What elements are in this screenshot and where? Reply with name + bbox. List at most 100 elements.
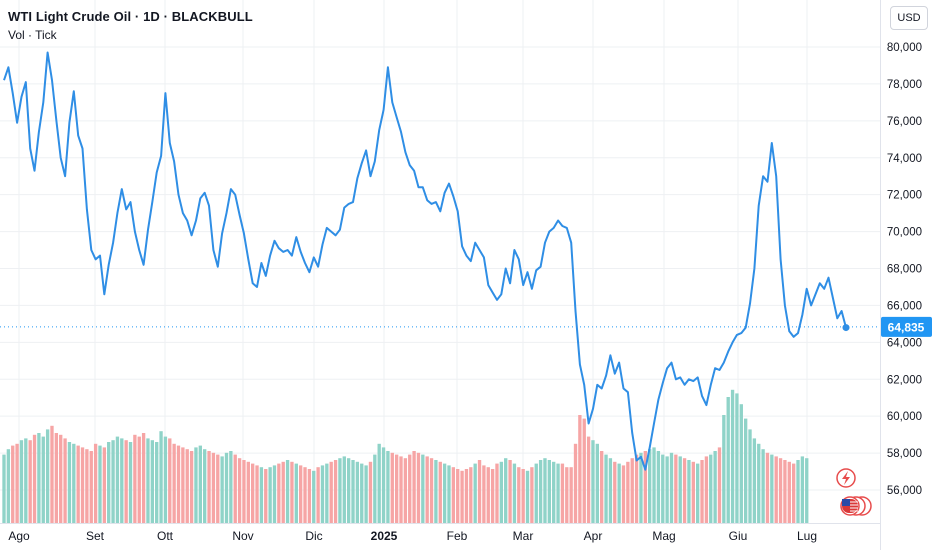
y-tick-label: 64,000 — [887, 337, 922, 349]
price-axis-divider — [880, 0, 881, 550]
volume-bar — [394, 454, 399, 523]
volume-bar — [530, 467, 534, 523]
volume-bar — [364, 465, 368, 523]
volume-bar — [695, 463, 700, 523]
volume-bar — [93, 443, 98, 523]
volume-bar — [748, 429, 752, 523]
volume-bar — [691, 461, 695, 523]
volume-bar — [325, 463, 329, 523]
volume-bar — [770, 454, 774, 523]
volume-bar — [320, 465, 325, 523]
volume-bar — [303, 467, 307, 523]
volume-bar — [626, 461, 630, 523]
y-tick-label: 58,000 — [887, 448, 922, 460]
volume-bar — [521, 469, 525, 523]
y-tick-label: 60,000 — [887, 411, 922, 423]
x-tick-label: Dic — [305, 529, 322, 543]
volume-bar — [473, 463, 477, 523]
volume-bar — [155, 442, 159, 523]
volume-bar — [115, 436, 120, 523]
symbol-title[interactable]: WTI Light Crude Oil · 1D · BLACKBULL — [8, 9, 253, 24]
volume-bar — [59, 434, 63, 523]
volume-bar — [648, 449, 652, 523]
volume-bar — [669, 452, 674, 523]
last-price-tag — [881, 316, 932, 337]
volume-bar — [490, 469, 495, 523]
volume-bar — [730, 389, 735, 523]
volume-bar — [552, 461, 556, 523]
volume-bar — [277, 463, 281, 523]
volume-bar — [499, 461, 504, 523]
volume-bar — [373, 454, 377, 523]
volume-bar — [591, 440, 595, 523]
x-tick-label: Set — [86, 529, 105, 543]
volume-bar — [783, 460, 787, 523]
volume-bar — [447, 465, 451, 523]
volume-bar — [194, 447, 198, 523]
last-point-marker — [842, 324, 850, 332]
volume-bar — [72, 443, 76, 523]
x-tick-label: Ott — [157, 529, 174, 543]
volume-bar — [438, 461, 442, 523]
volume-bar — [259, 467, 264, 523]
currency-button[interactable]: USD — [890, 6, 928, 30]
volume-bar — [543, 458, 547, 523]
volume-bar — [805, 458, 809, 523]
volume-bar — [617, 463, 621, 523]
volume-bar — [525, 470, 530, 523]
volume-bar — [556, 463, 560, 523]
volume-bar — [355, 461, 360, 523]
volume-bar — [469, 467, 473, 523]
volume-bar — [508, 460, 512, 523]
volume-bar — [19, 440, 24, 523]
x-tick-label: Feb — [447, 529, 468, 543]
volume-bar — [722, 415, 726, 523]
volume-bar — [41, 436, 45, 523]
volume-bar — [207, 451, 211, 523]
volume-bar — [517, 467, 521, 523]
y-tick-label: 80,000 — [887, 42, 922, 54]
y-tick-label: 62,000 — [887, 374, 922, 386]
volume-bar — [586, 436, 591, 523]
volume-bar — [630, 458, 634, 523]
volume-bar — [181, 447, 185, 523]
volume-bar — [460, 470, 464, 523]
volume-bar — [98, 445, 102, 523]
volume-bar — [198, 445, 202, 523]
volume-bar — [434, 460, 438, 523]
volume-bar — [752, 438, 757, 523]
volume-bar — [124, 440, 128, 523]
x-tick-label: 2025 — [371, 529, 398, 543]
volume-bar — [146, 438, 150, 523]
volume-bar — [569, 467, 573, 523]
volume-bar — [229, 451, 233, 523]
volume-bar — [504, 458, 508, 523]
volume-bar — [800, 456, 805, 523]
volume-bar — [761, 449, 765, 523]
volume-bar — [726, 397, 730, 523]
volume-bar — [600, 451, 604, 523]
volume-indicator-label[interactable]: Vol · Tick — [8, 28, 57, 42]
volume-bar — [133, 434, 137, 523]
volume-bar — [386, 451, 390, 523]
volume-bar — [107, 442, 111, 523]
volume-bar — [582, 418, 586, 523]
x-tick-label: Lug — [797, 529, 817, 543]
volume-bar — [111, 440, 115, 523]
x-tick-label: Mar — [513, 529, 534, 543]
volume-bar — [76, 445, 80, 523]
volume-bar — [739, 404, 743, 523]
volume-bar — [185, 449, 189, 523]
volume-bar — [368, 461, 373, 523]
volume-bar — [338, 458, 342, 523]
lightning-bolt-icon — [842, 471, 850, 485]
volume-bar — [765, 452, 770, 523]
volume-bar — [251, 463, 255, 523]
volume-bar — [421, 454, 425, 523]
volume-bar — [713, 451, 717, 523]
volume-bar — [307, 469, 312, 523]
last-price-label: 64,835 — [888, 320, 925, 334]
volume-bar — [661, 454, 665, 523]
